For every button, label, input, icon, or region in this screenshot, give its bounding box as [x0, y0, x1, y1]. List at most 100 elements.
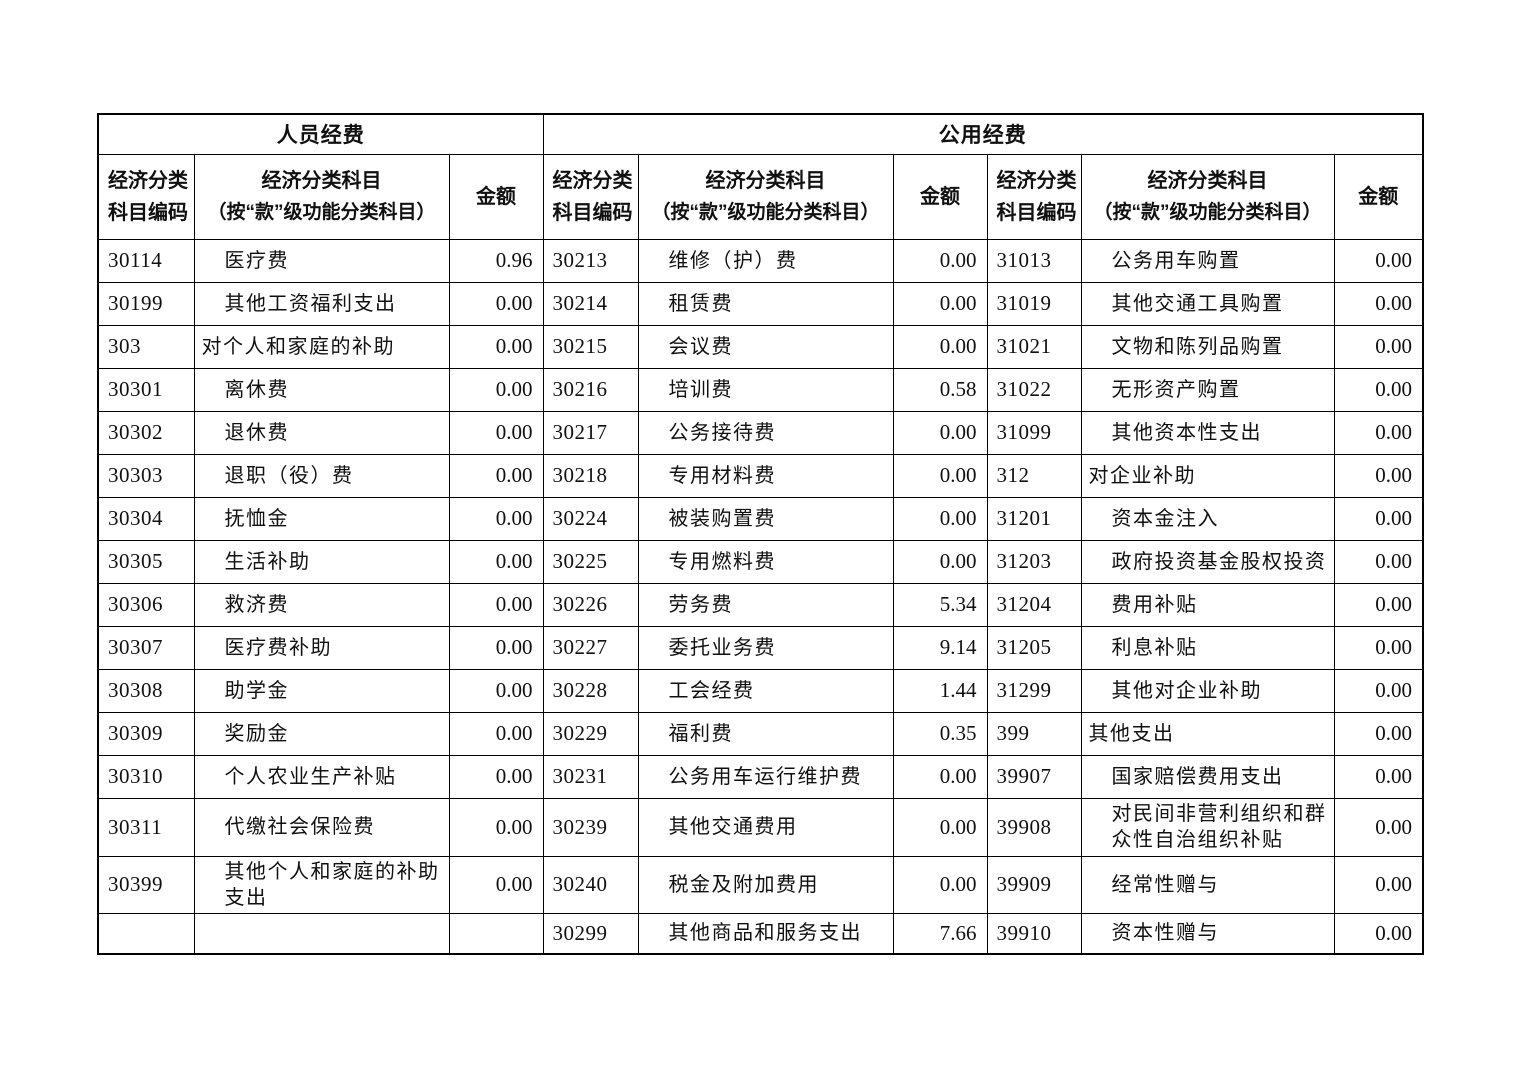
code-header-line2: 科目编码: [552, 201, 633, 224]
code-cell: 30239: [542, 797, 639, 857]
amount-cell: 9.14: [892, 625, 988, 670]
code-cell: 31019: [986, 281, 1082, 326]
amount-cell: 0.00: [448, 668, 544, 713]
code-cell: 30306: [97, 582, 195, 627]
column-header-subject: 经济分类科目 （按“款”级功能分类科目）: [637, 153, 894, 240]
table-row: 30307 医疗费补助 0.00 30227 委托业务费 9.14 31205 利息补贴 0.0…: [97, 625, 1424, 670]
code-cell: 31203: [986, 539, 1082, 584]
column-header-subject: 经济分类科目 （按“款”级功能分类科目）: [193, 153, 450, 240]
code-header-line1: 经济分类: [996, 169, 1077, 192]
table-row: 30306 救济费 0.00 30226 劳务费 5.34 31204 费用补贴 0.00: [97, 582, 1424, 627]
subject-cell: 费用补贴: [1080, 582, 1335, 627]
column-header-amount: 金额: [1333, 153, 1424, 240]
table-row: 303 对个人和家庭的补助 0.00 30215 会议费 0.00 31021 文物和陈列品购…: [97, 324, 1424, 369]
subject-cell: 离休费: [193, 367, 450, 412]
table-row: 30310 个人农业生产补贴 0.00 30231 公务用车运行维护费 0.00 39907…: [97, 754, 1424, 799]
code-cell: 30229: [542, 711, 639, 756]
subject-cell: 个人农业生产补贴: [193, 754, 450, 799]
code-cell: 30215: [542, 324, 639, 369]
subject-cell: 医疗费: [193, 238, 450, 283]
code-cell: 31021: [986, 324, 1082, 369]
code-cell: 30303: [97, 453, 195, 498]
code-cell: 30227: [542, 625, 639, 670]
code-cell: 30240: [542, 855, 639, 914]
code-cell: 31204: [986, 582, 1082, 627]
amount-cell: 0.00: [1333, 754, 1424, 799]
subject-cell: 公务接待费: [637, 410, 894, 455]
subject-cell: 资本金注入: [1080, 496, 1335, 541]
code-cell: 31022: [986, 367, 1082, 412]
amount-cell: 0.00: [1333, 668, 1424, 713]
subject-cell: 税金及附加费用: [637, 855, 894, 914]
table-row: 30114 医疗费 0.96 30213 维修（护）费 0.00 31013 公务用车购置 0.…: [97, 238, 1424, 283]
subject-cell: 资本性赠与: [1080, 912, 1335, 955]
code-cell: 30217: [542, 410, 639, 455]
subject-cell: 利息补贴: [1080, 625, 1335, 670]
amount-cell: 5.34: [892, 582, 988, 627]
subject-cell: 退休费: [193, 410, 450, 455]
subject-cell: 会议费: [637, 324, 894, 369]
amount-cell: 0.00: [448, 410, 544, 455]
code-cell: 31205: [986, 625, 1082, 670]
amount-cell: 0.00: [448, 754, 544, 799]
amount-cell: [448, 912, 544, 955]
budget-table: 人员经费 公用经费 经济分类 科目编码 经济分类科目 （按“款”级功能分类科目）…: [97, 113, 1424, 955]
code-cell: 30231: [542, 754, 639, 799]
subject-cell: 无形资产购置: [1080, 367, 1335, 412]
code-cell: 30308: [97, 668, 195, 713]
column-header-amount: 金额: [448, 153, 544, 240]
amount-cell: 0.00: [448, 625, 544, 670]
amount-cell: 0.00: [1333, 711, 1424, 756]
column-header-code: 经济分类 科目编码: [986, 153, 1082, 240]
subject-cell: 其他资本性支出: [1080, 410, 1335, 455]
table-header: 人员经费 公用经费 经济分类 科目编码 经济分类科目 （按“款”级功能分类科目）…: [97, 113, 1424, 240]
group-header-public-funds: 公用经费: [542, 113, 1424, 155]
code-header-line2: 科目编码: [108, 201, 188, 224]
amount-cell: 0.00: [892, 410, 988, 455]
subject-header-line2: （按“款”级功能分类科目）: [651, 201, 880, 223]
code-cell: 31013: [986, 238, 1082, 283]
code-cell: 39907: [986, 754, 1082, 799]
subject-cell: 公务用车购置: [1080, 238, 1335, 283]
code-cell: 30224: [542, 496, 639, 541]
subject-cell: 抚恤金: [193, 496, 450, 541]
table-row: 30304 抚恤金 0.00 30224 被装购置费 0.00 31201 资本金注入 0.00: [97, 496, 1424, 541]
table-row: 30308 助学金 0.00 30228 工会经费 1.44 31299 其他对企业补助 0.0…: [97, 668, 1424, 713]
code-cell: 30228: [542, 668, 639, 713]
subject-cell: 其他工资福利支出: [193, 281, 450, 326]
code-cell: 30311: [97, 797, 195, 857]
column-header-row: 经济分类 科目编码 经济分类科目 （按“款”级功能分类科目） 金额 经济分类 科…: [97, 153, 1424, 240]
subject-cell: 租赁费: [637, 281, 894, 326]
code-cell: 30214: [542, 281, 639, 326]
subject-cell: 维修（护）费: [637, 238, 894, 283]
code-cell: 30309: [97, 711, 195, 756]
subject-cell: 国家赔偿费用支出: [1080, 754, 1335, 799]
code-cell: 30301: [97, 367, 195, 412]
amount-cell: 0.00: [892, 324, 988, 369]
amount-cell: 0.00: [448, 324, 544, 369]
amount-cell: 0.00: [1333, 367, 1424, 412]
subject-cell: 培训费: [637, 367, 894, 412]
subject-cell: 奖励金: [193, 711, 450, 756]
amount-cell: 7.66: [892, 912, 988, 955]
code-cell: 30218: [542, 453, 639, 498]
subject-cell: 委托业务费: [637, 625, 894, 670]
table-row: 30399 其他个人和家庭的补助支出 0.00 30240 税金及附加费用 0.00 399…: [97, 855, 1424, 914]
amount-cell: 0.00: [1333, 238, 1424, 283]
column-header-code: 经济分类 科目编码: [542, 153, 639, 240]
subject-header-line1: 经济分类科目: [705, 169, 826, 192]
subject-cell: [193, 912, 450, 955]
table-row: 30309 奖励金 0.00 30229 福利费 0.35 399 其他支出 0.00: [97, 711, 1424, 756]
subject-cell: 被装购置费: [637, 496, 894, 541]
subject-cell: 医疗费补助: [193, 625, 450, 670]
amount-cell: 0.00: [448, 496, 544, 541]
amount-cell: 0.00: [448, 711, 544, 756]
code-header-line2: 科目编码: [996, 201, 1077, 224]
subject-cell: 文物和陈列品购置: [1080, 324, 1335, 369]
table-row: 30301 离休费 0.00 30216 培训费 0.58 31022 无形资产购置 0.00: [97, 367, 1424, 412]
amount-cell: 0.00: [892, 797, 988, 857]
subject-cell: 其他商品和服务支出: [637, 912, 894, 955]
amount-cell: 0.00: [1333, 281, 1424, 326]
code-cell: 30199: [97, 281, 195, 326]
subject-header-line1: 经济分类科目: [261, 169, 382, 192]
